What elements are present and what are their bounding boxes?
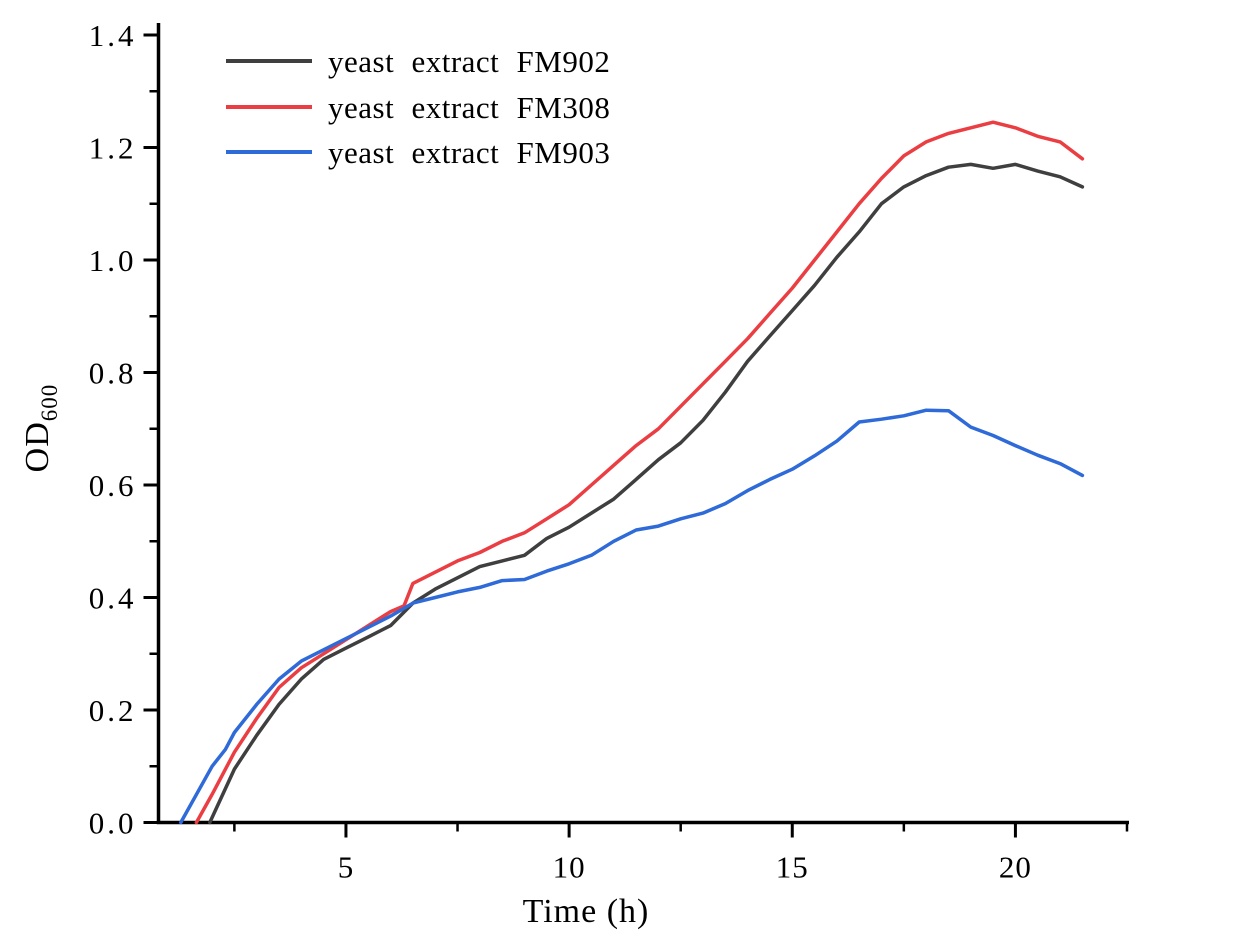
y-tick-label: 0.0 [89, 806, 137, 841]
x-tick-label: 5 [338, 850, 355, 885]
legend-label-fm308: yeast extract FM308 [328, 90, 610, 125]
y-axis-title-main: OD [19, 421, 56, 472]
legend: yeast extract FM902 yeast extract FM308 … [226, 44, 610, 170]
y-tick-label: 0.8 [89, 356, 137, 391]
y-tick-label: 1.2 [89, 131, 137, 166]
y-tick-label: 0.6 [89, 468, 137, 503]
y-tick-label: 1.4 [89, 18, 137, 53]
axes-group: 0.0 0.2 0.4 0.6 0.8 1.0 1.2 1.4 5 10 15 20 [89, 18, 1129, 885]
x-axis-title: Time (h) [523, 893, 650, 930]
series-line-2 [179, 408, 1085, 825]
y-tick-label: 0.4 [89, 581, 137, 616]
x-tick-label: 20 [999, 850, 1032, 885]
y-axis-title: OD600 [19, 384, 62, 473]
series-group [179, 120, 1085, 825]
legend-label-fm902: yeast extract FM902 [328, 44, 610, 79]
y-tick-label: 0.2 [89, 693, 137, 728]
series-line-1 [194, 120, 1085, 825]
x-tick-label: 10 [553, 850, 586, 885]
y-axis-title-subscript: 600 [37, 384, 62, 422]
series-line-0 [208, 162, 1085, 825]
x-tick-label: 15 [776, 850, 809, 885]
legend-label-fm903: yeast extract FM903 [328, 135, 610, 170]
y-tick-label: 1.0 [89, 243, 137, 278]
